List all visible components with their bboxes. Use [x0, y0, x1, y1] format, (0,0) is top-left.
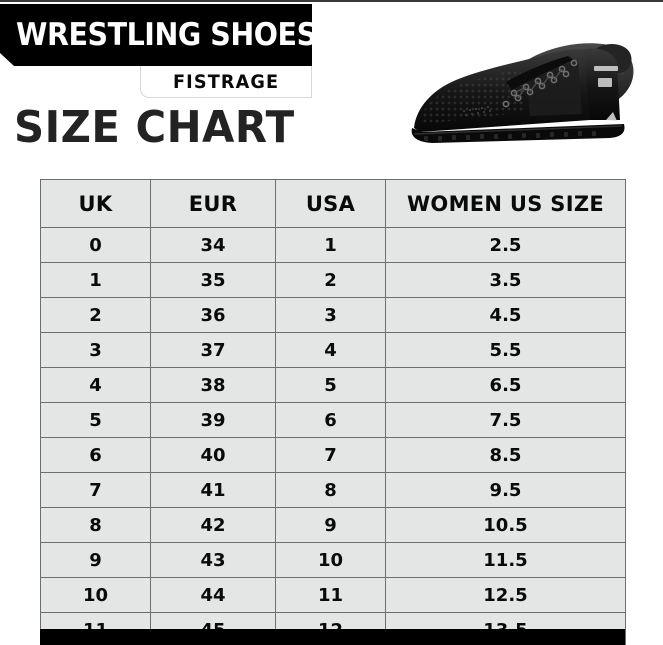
cell-usa: 7	[275, 437, 386, 473]
cell-uk: 10	[40, 577, 151, 613]
cell-eur: 34	[150, 227, 276, 263]
column-header-uk: UK	[40, 179, 151, 228]
cell-eur: 41	[150, 472, 276, 508]
cell-uk: 0	[40, 227, 151, 263]
cell-usa: 1	[275, 227, 386, 263]
cell-women: 12.5	[385, 577, 626, 613]
table-row: 6 40 7 8.5	[40, 437, 626, 473]
cell-uk: 8	[40, 507, 151, 543]
banner-title: WRESTLING SHOES	[16, 16, 317, 53]
column-header-usa: USA	[275, 179, 386, 228]
table-row: 3 37 4 5.5	[40, 332, 626, 368]
cell-women: 3.5	[385, 262, 626, 298]
cell-eur: 40	[150, 437, 276, 473]
table-row: 4 38 5 6.5	[40, 367, 626, 403]
cell-women: 4.5	[385, 297, 626, 333]
cell-women: 7.5	[385, 402, 626, 438]
table-row: 2 36 3 4.5	[40, 297, 626, 333]
column-header-eur: EUR	[150, 179, 276, 228]
cell-usa: 2	[275, 262, 386, 298]
cell-uk: 7	[40, 472, 151, 508]
table-row: 1 35 2 3.5	[40, 262, 626, 298]
size-table-container: UK EUR USA WOMEN US SIZE 0 34 1 2.5 1 35…	[40, 179, 626, 645]
cell-usa: 3	[275, 297, 386, 333]
cell-uk: 1	[40, 262, 151, 298]
cell-usa: 11	[275, 577, 386, 613]
cell-uk: 9	[40, 542, 151, 578]
brand-name: FISTRAGE	[172, 70, 280, 93]
cell-uk: 2	[40, 297, 151, 333]
header-banner-content: WRESTLING SHOES	[0, 4, 317, 66]
brand-chip: FISTRAGE	[140, 66, 312, 98]
column-header-women-us-size: WOMEN US SIZE	[385, 179, 626, 228]
cell-women: 10.5	[385, 507, 626, 543]
cell-eur: 44	[150, 577, 276, 613]
cell-eur: 38	[150, 367, 276, 403]
table-row: 0 34 1 2.5	[40, 227, 626, 263]
cell-eur: 35	[150, 262, 276, 298]
cell-women: 8.5	[385, 437, 626, 473]
cell-women: 9.5	[385, 472, 626, 508]
cell-uk: 4	[40, 367, 151, 403]
cell-eur: 36	[150, 297, 276, 333]
cell-eur: 42	[150, 507, 276, 543]
cell-usa: 10	[275, 542, 386, 578]
cell-women: 2.5	[385, 227, 626, 263]
cell-women: 5.5	[385, 332, 626, 368]
cell-usa: 5	[275, 367, 386, 403]
cell-uk: 5	[40, 402, 151, 438]
cell-uk: 6	[40, 437, 151, 473]
table-row: 5 39 6 7.5	[40, 402, 626, 438]
page-title: SIZE CHART	[14, 102, 295, 153]
table-footer-bar	[40, 629, 625, 645]
wrestling-shoe-photo	[398, 16, 648, 154]
cell-women: 11.5	[385, 542, 626, 578]
cell-usa: 4	[275, 332, 386, 368]
table-row: 10 44 11 12.5	[40, 577, 626, 613]
table-header-row: UK EUR USA WOMEN US SIZE	[40, 179, 626, 228]
cell-uk: 3	[40, 332, 151, 368]
header-banner	[0, 4, 312, 66]
cell-eur: 37	[150, 332, 276, 368]
cell-eur: 39	[150, 402, 276, 438]
front-shoe	[411, 48, 625, 143]
cell-women: 6.5	[385, 367, 626, 403]
cell-usa: 6	[275, 402, 386, 438]
size-table: UK EUR USA WOMEN US SIZE 0 34 1 2.5 1 35…	[40, 179, 626, 645]
cell-usa: 8	[275, 472, 386, 508]
cell-eur: 43	[150, 542, 276, 578]
table-row: 9 43 10 11.5	[40, 542, 626, 578]
table-row: 7 41 8 9.5	[40, 472, 626, 508]
cell-usa: 9	[275, 507, 386, 543]
table-row: 8 42 9 10.5	[40, 507, 626, 543]
